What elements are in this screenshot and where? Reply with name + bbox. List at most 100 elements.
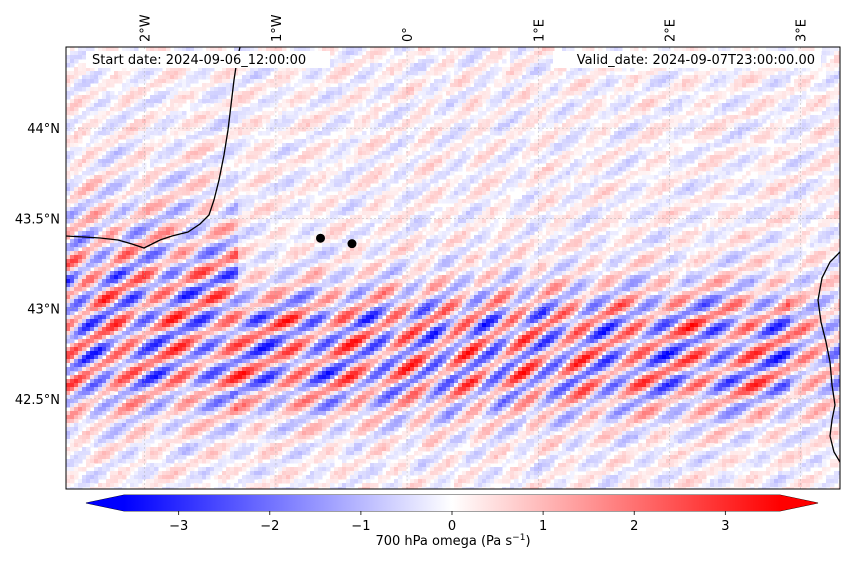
field-cell	[306, 107, 311, 112]
field-cell	[310, 83, 315, 88]
field-cell	[666, 107, 671, 112]
field-cell	[374, 103, 379, 108]
field-cell	[394, 163, 399, 168]
field-cell	[242, 47, 247, 52]
field-cell	[86, 91, 91, 96]
field-cell	[398, 67, 403, 72]
field-cell	[822, 47, 827, 52]
field-cell	[490, 167, 495, 172]
field-cell	[626, 151, 631, 156]
field-cell	[166, 95, 171, 100]
field-cell	[318, 135, 323, 140]
field-cell	[562, 123, 567, 128]
field-cell	[582, 115, 587, 120]
field-cell	[526, 63, 531, 68]
field-cell	[626, 103, 631, 108]
field-cell	[806, 151, 811, 156]
field-cell	[486, 127, 491, 132]
field-cell	[326, 171, 331, 176]
field-cell	[766, 99, 771, 104]
field-cell	[390, 123, 395, 128]
field-cell	[334, 127, 339, 132]
field-cell	[686, 159, 691, 164]
field-cell	[390, 175, 395, 180]
field-cell	[178, 139, 183, 144]
field-cell	[630, 79, 635, 84]
field-cell	[530, 67, 535, 72]
field-cell	[78, 87, 83, 92]
field-cell	[566, 79, 571, 84]
field-cell	[254, 151, 259, 156]
field-cell	[638, 107, 643, 112]
field-cell	[274, 159, 279, 164]
field-cell	[110, 151, 115, 156]
field-cell	[374, 95, 379, 100]
field-cell	[134, 91, 139, 96]
field-cell	[550, 139, 555, 144]
field-cell	[402, 75, 407, 80]
field-cell	[434, 155, 439, 160]
field-cell	[614, 75, 619, 80]
field-cell	[638, 127, 643, 132]
field-cell	[114, 95, 119, 100]
field-cell	[318, 71, 323, 76]
field-cell	[278, 95, 283, 100]
field-cell	[394, 139, 399, 144]
field-cell	[126, 143, 131, 148]
field-cell	[306, 115, 311, 120]
field-cell	[242, 115, 247, 120]
field-cell	[498, 67, 503, 72]
field-cell	[698, 159, 703, 164]
field-cell	[526, 87, 531, 92]
field-cell	[366, 87, 371, 92]
field-cell	[330, 171, 335, 176]
field-cell	[590, 111, 595, 116]
field-cell	[458, 135, 463, 140]
field-cell	[834, 159, 839, 164]
field-cell	[742, 139, 747, 144]
field-cell	[222, 47, 227, 52]
field-cell	[518, 59, 523, 64]
field-cell	[642, 115, 647, 120]
field-cell	[438, 91, 443, 96]
field-cell	[730, 131, 735, 136]
field-cell	[182, 47, 187, 52]
field-cell	[210, 47, 215, 52]
field-cell	[358, 75, 363, 80]
field-cell	[290, 47, 295, 52]
field-cell	[98, 135, 103, 140]
field-cell	[606, 143, 611, 148]
field-cell	[282, 175, 287, 180]
field-cell	[586, 95, 591, 100]
field-cell	[646, 127, 651, 132]
field-cell	[602, 79, 607, 84]
field-cell	[314, 143, 319, 148]
field-cell	[438, 79, 443, 84]
field-cell	[590, 143, 595, 148]
field-cell	[114, 151, 119, 156]
field-cell	[822, 115, 827, 120]
field-cell	[274, 99, 279, 104]
field-cell	[494, 127, 499, 132]
field-cell	[766, 87, 771, 92]
field-cell	[446, 47, 451, 52]
field-cell	[90, 91, 95, 96]
field-cell	[102, 171, 107, 176]
field-cell	[662, 107, 667, 112]
field-cell	[562, 155, 567, 160]
field-cell	[386, 139, 391, 144]
field-cell	[570, 87, 575, 92]
field-cell	[246, 91, 251, 96]
field-cell	[446, 75, 451, 80]
field-cell	[702, 127, 707, 132]
field-cell	[818, 159, 823, 164]
field-cell	[262, 163, 267, 168]
field-cell	[110, 83, 115, 88]
field-cell	[674, 143, 679, 148]
field-cell	[394, 159, 399, 164]
field-cell	[554, 107, 559, 112]
field-cell	[814, 115, 819, 120]
field-cell	[110, 175, 115, 180]
field-cell	[206, 103, 211, 108]
field-cell	[74, 95, 79, 100]
